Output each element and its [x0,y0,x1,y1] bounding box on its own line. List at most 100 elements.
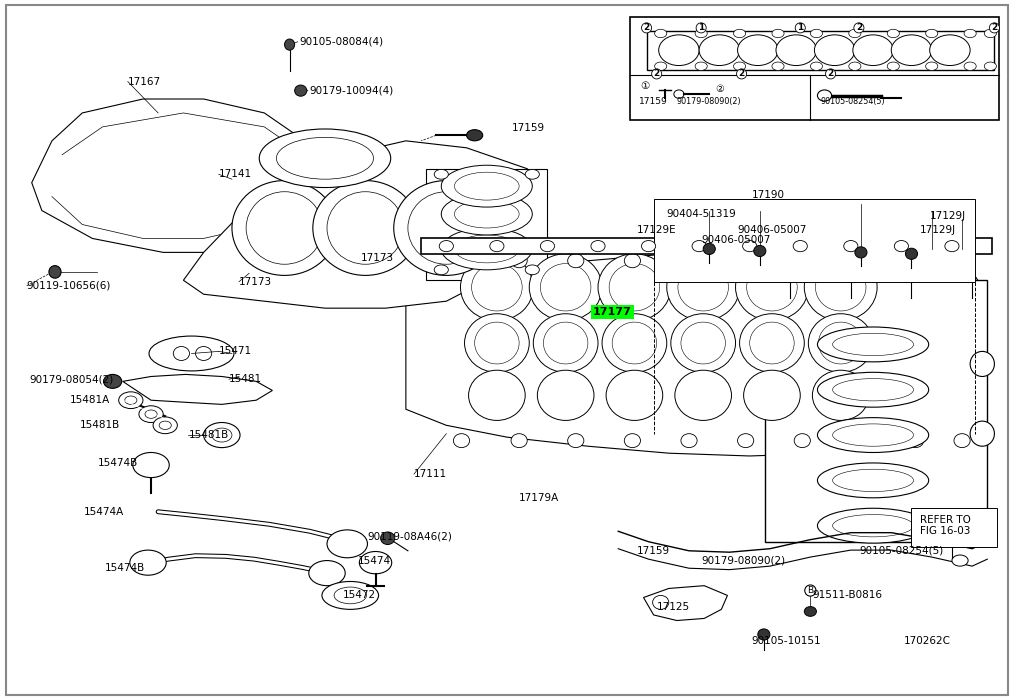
Ellipse shape [322,582,378,610]
Ellipse shape [908,254,924,267]
Ellipse shape [804,607,816,616]
Ellipse shape [812,370,869,421]
Ellipse shape [511,254,527,267]
Text: 90179-10094(4): 90179-10094(4) [310,85,394,96]
Ellipse shape [653,596,669,610]
Text: 2: 2 [992,23,998,32]
Ellipse shape [625,434,641,447]
Ellipse shape [793,241,807,252]
Text: 15481B: 15481B [80,420,121,430]
Ellipse shape [952,555,968,566]
Ellipse shape [810,29,822,38]
Text: 17159: 17159 [637,546,669,556]
Ellipse shape [906,248,918,260]
Ellipse shape [533,314,598,372]
Ellipse shape [246,192,322,264]
Ellipse shape [733,62,745,71]
Polygon shape [426,169,548,280]
Ellipse shape [309,561,345,586]
Ellipse shape [441,228,532,270]
Ellipse shape [625,254,641,267]
Ellipse shape [568,434,584,447]
Ellipse shape [964,29,976,38]
Ellipse shape [434,265,448,274]
Text: 90179-08054(2): 90179-08054(2) [29,374,114,384]
Ellipse shape [844,241,858,252]
Text: 17167: 17167 [128,76,161,87]
Ellipse shape [675,370,731,421]
Ellipse shape [642,241,656,252]
Text: ②: ② [715,83,724,94]
Text: 17173: 17173 [360,253,393,263]
Bar [654,199,975,281]
Ellipse shape [460,254,533,321]
Text: 15474A: 15474A [84,507,125,517]
Ellipse shape [537,370,594,421]
Ellipse shape [832,424,914,446]
Ellipse shape [804,254,877,321]
Ellipse shape [540,241,555,252]
Ellipse shape [794,434,810,447]
Text: 90404-51319: 90404-51319 [667,209,736,219]
Text: 17159: 17159 [512,123,546,133]
Ellipse shape [695,29,707,38]
Ellipse shape [739,314,804,372]
Text: 90105-08254(5): 90105-08254(5) [820,97,885,106]
Ellipse shape [472,263,522,311]
Ellipse shape [970,351,995,377]
Ellipse shape [692,241,706,252]
Ellipse shape [327,530,367,558]
Ellipse shape [678,263,728,311]
Ellipse shape [808,314,873,372]
Ellipse shape [454,200,519,228]
Text: 15471: 15471 [219,346,251,356]
Ellipse shape [655,29,667,38]
Ellipse shape [475,322,519,364]
Text: 170262C: 170262C [903,636,950,646]
Ellipse shape [817,90,831,101]
Ellipse shape [814,35,855,66]
Bar [647,31,995,70]
Ellipse shape [810,62,822,71]
Ellipse shape [454,172,519,200]
Ellipse shape [733,29,745,38]
Ellipse shape [671,314,735,372]
Text: 90105-08254(5): 90105-08254(5) [859,546,943,556]
Text: 90179-08090(2): 90179-08090(2) [701,556,785,566]
Ellipse shape [851,434,867,447]
Ellipse shape [817,418,929,452]
Ellipse shape [964,62,976,71]
Ellipse shape [985,29,997,38]
Polygon shape [31,99,324,253]
Ellipse shape [891,35,932,66]
Ellipse shape [742,241,756,252]
Ellipse shape [103,374,122,388]
Ellipse shape [772,62,784,71]
Ellipse shape [699,35,739,66]
Ellipse shape [327,192,404,264]
Ellipse shape [173,346,190,360]
Ellipse shape [277,137,373,179]
Ellipse shape [130,550,166,575]
Text: 17141: 17141 [219,169,251,179]
Ellipse shape [855,247,867,258]
Ellipse shape [674,90,684,98]
Ellipse shape [149,336,234,371]
Text: 17129E: 17129E [637,225,676,235]
Bar [765,280,988,542]
Ellipse shape [285,39,295,50]
Text: 15474: 15474 [357,556,390,566]
Ellipse shape [737,35,778,66]
Ellipse shape [681,322,725,364]
Ellipse shape [817,463,929,498]
Ellipse shape [453,254,469,267]
Ellipse shape [954,434,970,447]
Ellipse shape [667,254,739,321]
Ellipse shape [119,392,143,409]
Ellipse shape [746,263,797,311]
Text: 15481B: 15481B [189,430,229,440]
Ellipse shape [853,35,893,66]
Ellipse shape [832,469,914,491]
Ellipse shape [295,85,307,96]
Text: 90179-08090(2): 90179-08090(2) [677,97,741,106]
